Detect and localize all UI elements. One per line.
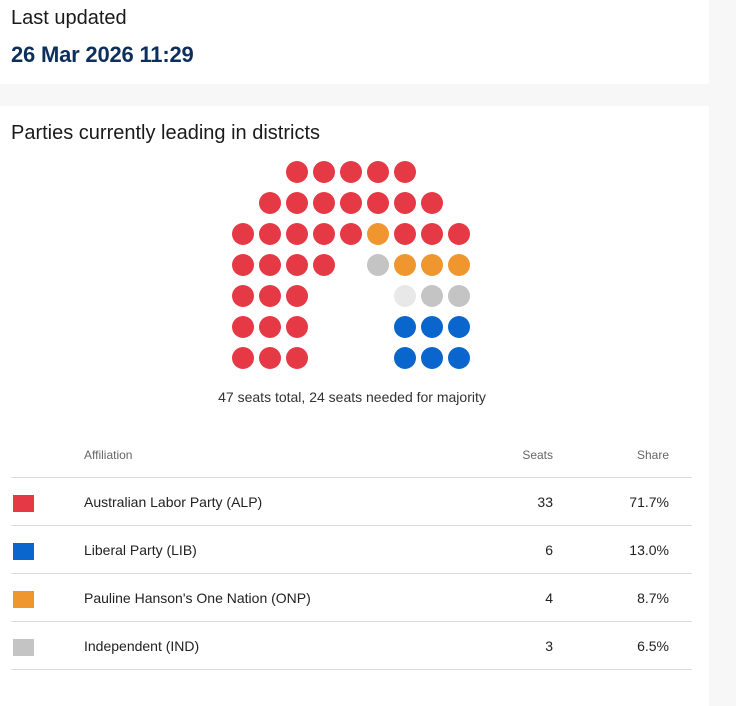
seat-dot	[448, 347, 470, 369]
seat-dot	[340, 161, 362, 183]
seat-dot	[286, 316, 308, 338]
party-share: 6.5%	[553, 621, 692, 670]
table-header-row: Affiliation Seats Share	[11, 433, 692, 478]
last-updated-timestamp: 26 Mar 2026 11:29	[11, 42, 194, 67]
seat-dot	[232, 347, 254, 369]
seat-dot	[232, 223, 254, 245]
party-results-table: Affiliation Seats Share Australian Labor…	[11, 433, 692, 670]
header-affiliation: Affiliation	[84, 433, 443, 478]
party-share: 71.7%	[553, 477, 692, 526]
party-name: Independent (IND)	[84, 621, 443, 670]
seat-dot	[394, 254, 416, 276]
seat-dot	[394, 223, 416, 245]
seat-dot	[448, 316, 470, 338]
parliament-seat-chart	[232, 161, 470, 369]
seat-dot	[259, 285, 281, 307]
table-row: Pauline Hanson's One Nation (ONP) 4 8.7%	[11, 573, 692, 622]
seat-dot	[232, 254, 254, 276]
header-swatch	[11, 433, 84, 478]
table-row: Australian Labor Party (ALP) 33 71.7%	[11, 477, 692, 526]
last-updated-card: Last updated 26 Mar 2026 11:29	[0, 0, 709, 84]
seat-dot	[313, 223, 335, 245]
seat-dot	[394, 285, 416, 307]
seat-dot	[394, 347, 416, 369]
seat-dot	[394, 161, 416, 183]
seat-dot	[448, 223, 470, 245]
seat-dot	[340, 223, 362, 245]
seat-dot	[286, 347, 308, 369]
seat-summary: 47 seats total, 24 seats needed for majo…	[218, 389, 486, 405]
seat-dot	[421, 223, 443, 245]
seat-dot	[259, 316, 281, 338]
seat-dot	[286, 254, 308, 276]
seat-dot	[286, 223, 308, 245]
seat-dot	[421, 285, 443, 307]
seat-dot	[448, 254, 470, 276]
results-card: Parties currently leading in districts 4…	[0, 106, 709, 706]
seat-dot	[313, 254, 335, 276]
party-color-swatch	[13, 495, 34, 512]
seat-dot	[259, 223, 281, 245]
seat-dot	[259, 347, 281, 369]
seat-dot	[421, 192, 443, 214]
header-share: Share	[553, 433, 692, 478]
seat-dot	[367, 192, 389, 214]
party-seats: 6	[443, 525, 553, 574]
party-seats: 33	[443, 477, 553, 526]
seat-dot	[313, 161, 335, 183]
seat-dot	[259, 192, 281, 214]
party-name: Pauline Hanson's One Nation (ONP)	[84, 573, 443, 622]
seat-dot	[313, 192, 335, 214]
party-seats: 4	[443, 573, 553, 622]
seat-dot	[421, 254, 443, 276]
seat-dot	[232, 285, 254, 307]
seat-dot	[367, 161, 389, 183]
party-share: 8.7%	[553, 573, 692, 622]
seat-dot	[394, 316, 416, 338]
party-color-swatch	[13, 591, 34, 608]
seat-dot	[448, 285, 470, 307]
table-row: Liberal Party (LIB) 6 13.0%	[11, 525, 692, 574]
seat-dot	[286, 192, 308, 214]
seat-dot	[259, 254, 281, 276]
seat-dot	[286, 161, 308, 183]
party-seats: 3	[443, 621, 553, 670]
seat-dot	[367, 254, 389, 276]
party-share: 13.0%	[553, 525, 692, 574]
party-name: Australian Labor Party (ALP)	[84, 477, 443, 526]
seat-dot	[367, 223, 389, 245]
header-seats: Seats	[443, 433, 553, 478]
seat-dot	[421, 347, 443, 369]
party-color-swatch	[13, 639, 34, 656]
last-updated-label: Last updated	[11, 7, 127, 29]
party-color-swatch	[13, 543, 34, 560]
seat-dot	[232, 316, 254, 338]
table-row: Independent (IND) 3 6.5%	[11, 621, 692, 670]
seat-dot	[286, 285, 308, 307]
party-name: Liberal Party (LIB)	[84, 525, 443, 574]
seat-dot	[421, 316, 443, 338]
section-title: Parties currently leading in districts	[11, 122, 321, 144]
seat-dot	[340, 192, 362, 214]
seat-dot	[394, 192, 416, 214]
